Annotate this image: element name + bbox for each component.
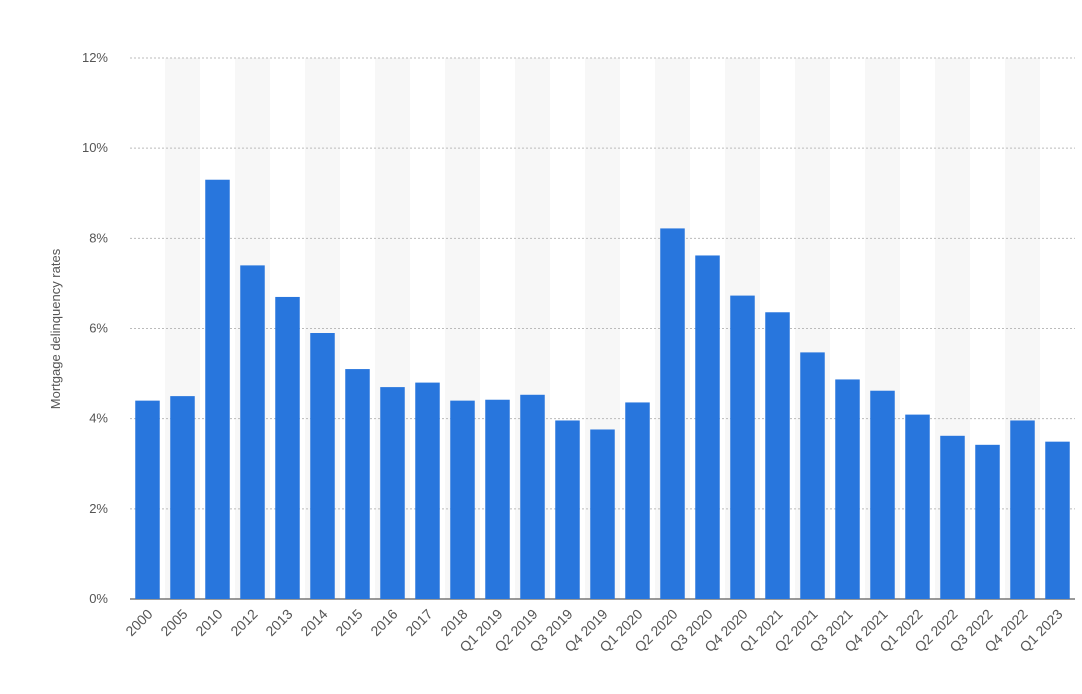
x-tick-label: 2010	[192, 606, 225, 639]
y-tick-label: 6%	[89, 321, 108, 336]
bar	[415, 382, 440, 599]
x-tick-label: 2016	[367, 606, 400, 639]
x-tick-label: 2014	[297, 606, 330, 639]
bar	[205, 179, 230, 599]
bar	[870, 390, 895, 599]
bar	[1045, 441, 1070, 599]
bar	[555, 420, 580, 599]
bar	[450, 400, 475, 599]
bar	[520, 394, 545, 599]
bar	[835, 379, 860, 599]
x-tick-label: 2017	[402, 606, 435, 639]
bar	[240, 265, 265, 599]
bar	[380, 387, 405, 599]
bar	[905, 414, 930, 599]
bar	[765, 312, 790, 599]
x-tick-label: 2013	[262, 606, 295, 639]
bar	[800, 352, 825, 599]
bar	[345, 369, 370, 599]
y-tick-label: 10%	[82, 140, 108, 155]
bar	[975, 444, 1000, 599]
x-tick-label: 2000	[122, 606, 155, 639]
y-tick-label: 12%	[82, 50, 108, 65]
bar	[485, 399, 510, 599]
bar	[940, 435, 965, 599]
bar	[170, 396, 195, 599]
bar	[275, 296, 300, 599]
y-tick-label: 2%	[89, 501, 108, 516]
bar	[135, 400, 160, 599]
y-tick-label: 0%	[89, 591, 108, 606]
bar	[1010, 420, 1035, 599]
x-tick-label: 2005	[157, 606, 190, 639]
bar	[310, 333, 335, 599]
y-tick-label: 8%	[89, 230, 108, 245]
x-tick-label: 2015	[332, 606, 365, 639]
bar	[695, 255, 720, 599]
bar	[590, 429, 615, 599]
bar	[730, 295, 755, 599]
bar	[625, 402, 650, 599]
y-axis-label: Mortgage delinquency rates	[48, 248, 63, 409]
y-tick-label: 4%	[89, 411, 108, 426]
bar	[660, 228, 685, 600]
x-tick-label: 2012	[227, 606, 260, 639]
